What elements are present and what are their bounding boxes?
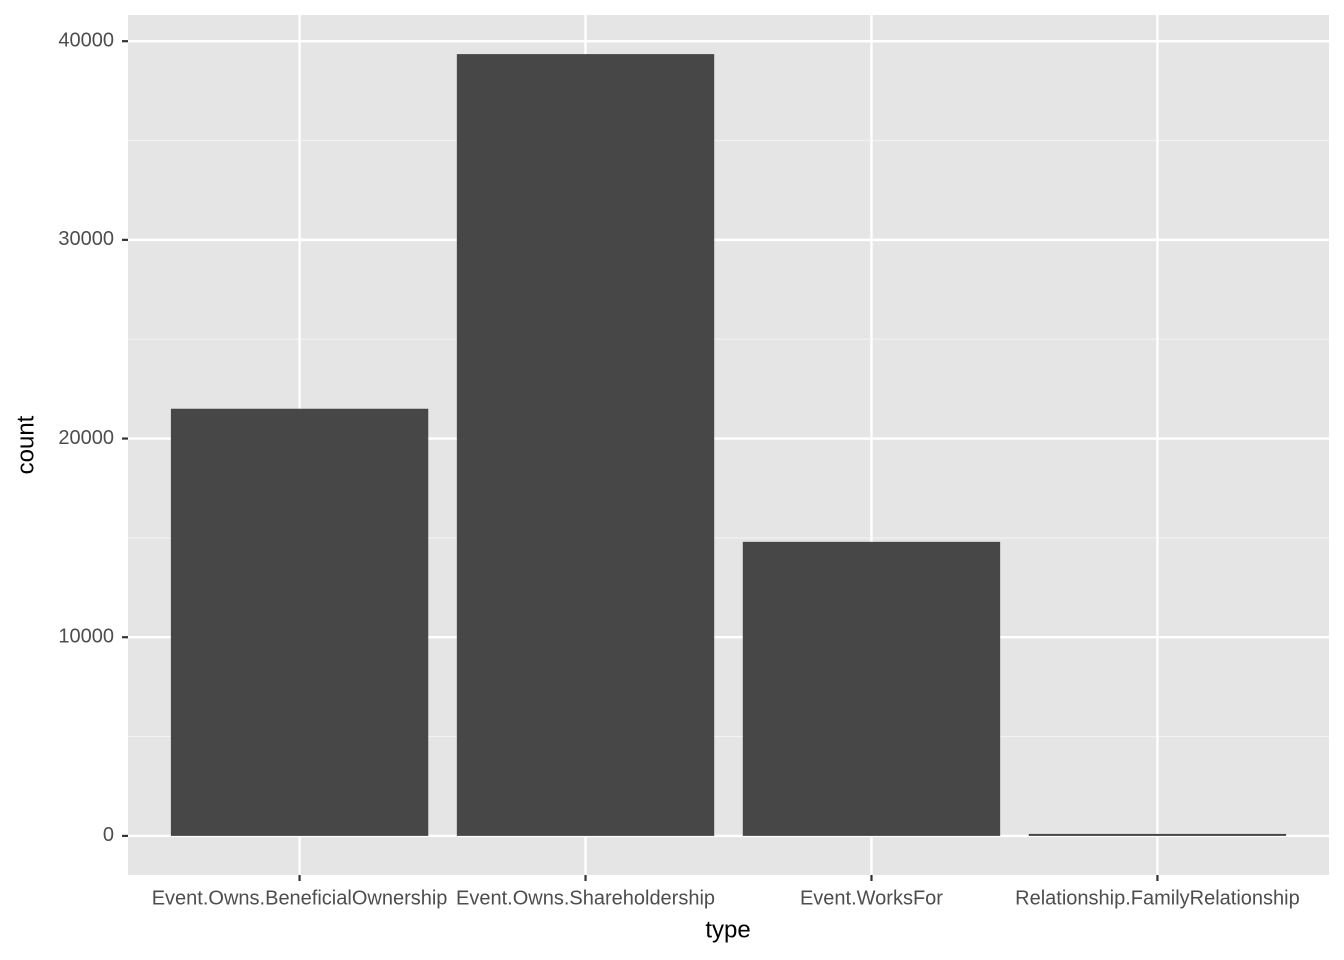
x-tick-label: Event.WorksFor (800, 887, 943, 909)
y-axis-title: count (12, 415, 39, 474)
bar (1028, 833, 1287, 836)
y-tick-label: 10000 (58, 626, 114, 648)
y-tick-label: 40000 (58, 29, 114, 51)
y-tick-label: 20000 (58, 427, 114, 449)
x-tick-label: Event.Owns.Shareholdership (456, 887, 715, 909)
bar (742, 541, 1001, 836)
x-tick-label: Event.Owns.BeneficialOwnership (152, 887, 448, 909)
y-tick-label: 30000 (58, 228, 114, 250)
x-tick-label: Relationship.FamilyRelationship (1015, 887, 1300, 909)
bar (170, 408, 429, 836)
bar (456, 54, 715, 836)
y-tick-label: 0 (103, 824, 114, 846)
x-axis-title: type (705, 916, 750, 943)
